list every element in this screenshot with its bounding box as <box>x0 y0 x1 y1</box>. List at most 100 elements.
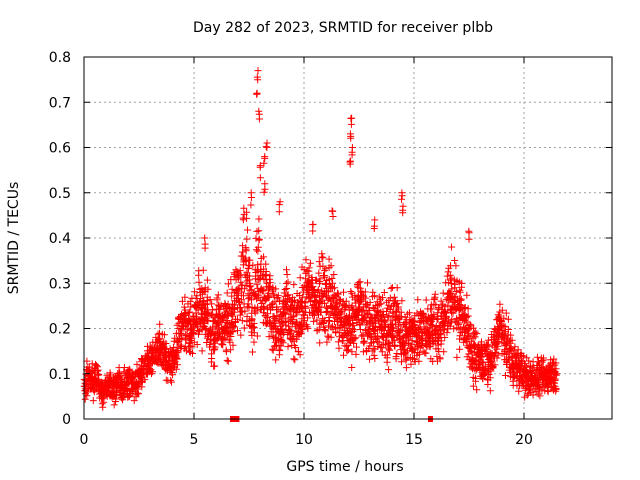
data-point <box>236 267 244 275</box>
data-point <box>99 403 107 411</box>
data-point <box>473 386 481 394</box>
data-point <box>364 279 371 287</box>
data-point <box>398 358 405 366</box>
data-point <box>308 274 316 281</box>
data-point <box>249 348 256 356</box>
data-point <box>431 290 439 298</box>
data-point <box>455 306 463 314</box>
data-point <box>237 296 245 304</box>
data-point <box>473 330 481 338</box>
y-tick-label: 0.8 <box>49 50 71 66</box>
data-point <box>430 337 438 345</box>
data-point <box>442 308 450 316</box>
data-point <box>283 292 291 299</box>
data-point <box>319 315 327 323</box>
data-point <box>256 174 264 182</box>
data-point <box>189 329 197 336</box>
data-point <box>295 292 303 299</box>
data-point <box>233 268 241 276</box>
data-point <box>496 300 504 308</box>
data-point <box>387 329 395 337</box>
data-point <box>362 318 370 326</box>
data-point <box>389 324 397 332</box>
data-point <box>338 307 346 315</box>
data-point <box>204 285 212 293</box>
data-point <box>185 317 193 324</box>
data-point <box>168 378 175 386</box>
data-point <box>347 132 355 140</box>
data-point <box>356 278 364 286</box>
data-point <box>275 208 283 216</box>
data-point <box>366 299 374 306</box>
data-point <box>259 303 267 311</box>
x-tick-label: 15 <box>405 432 423 448</box>
data-point <box>441 334 449 341</box>
y-tick-label: 0 <box>62 412 71 428</box>
data-point <box>370 225 378 232</box>
data-point <box>366 355 374 363</box>
data-point <box>322 265 330 273</box>
data-point <box>469 382 477 390</box>
data-point <box>350 322 358 330</box>
data-point <box>234 315 241 323</box>
data-point <box>315 258 323 266</box>
data-point <box>307 279 315 287</box>
data-point <box>456 335 463 343</box>
data-point <box>443 329 451 337</box>
data-point <box>419 309 427 317</box>
data-point <box>332 299 340 307</box>
data-point <box>223 307 231 315</box>
data-point <box>329 207 337 215</box>
data-point <box>165 357 173 365</box>
data-point <box>211 343 219 351</box>
data-point <box>391 314 399 322</box>
data-point <box>428 321 436 329</box>
data-point <box>370 351 378 359</box>
data-point <box>186 342 194 350</box>
data-point <box>502 372 509 379</box>
data-point <box>265 293 273 301</box>
data-point <box>310 317 318 325</box>
data-point <box>172 365 180 373</box>
data-point <box>464 305 472 313</box>
data-point <box>250 320 258 327</box>
data-point <box>550 355 558 363</box>
data-point <box>425 328 433 336</box>
data-point <box>493 354 501 362</box>
data-point <box>188 334 196 342</box>
data-point <box>173 348 181 356</box>
data-point <box>145 365 153 372</box>
data-point <box>544 388 552 396</box>
data-point <box>253 307 261 315</box>
data-point <box>217 340 225 348</box>
data-point <box>137 377 145 385</box>
data-point <box>436 354 444 362</box>
data-point <box>340 351 347 359</box>
data-point <box>321 326 329 333</box>
data-point <box>291 356 299 364</box>
data-point <box>254 67 262 75</box>
data-point <box>348 348 356 356</box>
data-point <box>525 357 533 365</box>
data-point <box>399 206 407 214</box>
data-point <box>375 293 383 301</box>
data-point <box>325 314 333 321</box>
data-point <box>319 254 327 262</box>
data-point <box>160 331 168 339</box>
data-point <box>243 208 251 216</box>
data-point <box>306 294 314 302</box>
data-point <box>226 338 234 346</box>
data-point <box>257 286 265 294</box>
data-point <box>253 332 261 340</box>
data-point <box>293 335 301 343</box>
data-point <box>269 346 277 354</box>
data-point <box>166 367 174 375</box>
data-point <box>133 381 141 389</box>
data-point <box>301 303 309 311</box>
data-point <box>453 353 461 361</box>
y-tick-label: 0.7 <box>49 95 71 111</box>
data-point <box>448 243 455 251</box>
data-point <box>130 397 138 405</box>
data-point <box>255 215 263 223</box>
data-point <box>173 355 181 362</box>
